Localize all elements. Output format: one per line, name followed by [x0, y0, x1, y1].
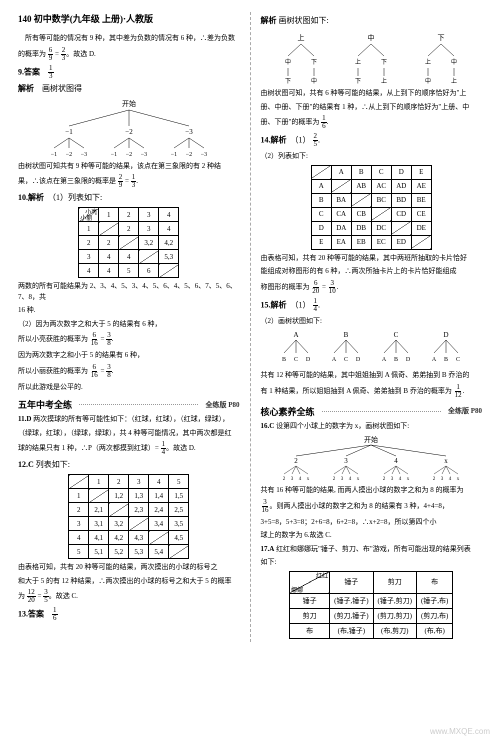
svg-text:中: 中: [425, 77, 431, 85]
q9-answer-label: 9.答案: [18, 67, 40, 76]
q9-parse-label: 解析: [18, 84, 34, 93]
svg-text:开始: 开始: [122, 99, 136, 108]
svg-text:下: 下: [311, 59, 317, 66]
q14-label: 14.解析: [261, 135, 287, 144]
q16-label: 16.C: [261, 422, 275, 430]
svg-text:−1: −1: [171, 152, 177, 158]
svg-text:A: A: [294, 331, 299, 339]
svg-text:B: B: [344, 331, 349, 339]
left-column: 140 初中数学(九年级 上册)·人教版 所有等可能的情况有 9 种，其中差为负…: [18, 12, 240, 642]
svg-text:4: 4: [395, 457, 399, 465]
svg-text:D: D: [306, 357, 311, 363]
parse-label: 解析: [261, 16, 277, 25]
svg-text:上: 上: [451, 77, 457, 85]
section-core: 核心素养全练全练版 P80: [261, 405, 483, 418]
svg-text:−2: −2: [66, 152, 72, 158]
svg-text:中: 中: [285, 58, 291, 66]
svg-text:下: 下: [381, 59, 387, 66]
svg-text:D: D: [356, 357, 361, 363]
right-column: 解析 画树状图如下: 上中下 中下 上下 上中 下中 下上 中上 由树状图可知，…: [261, 12, 483, 642]
p1a: 所有等可能的情况有 9 种，其中差为负数的情况有 6 种，∴差为负数: [25, 34, 235, 42]
svg-text:−1: −1: [65, 128, 73, 136]
svg-text:−2: −2: [186, 152, 192, 158]
svg-text:C: C: [294, 357, 298, 363]
table-q12: 12345 11,21,31,41,5 22,12,32,42,5 33,13,…: [68, 474, 189, 559]
svg-text:3: 3: [291, 477, 294, 482]
svg-text:下: 下: [355, 78, 361, 85]
svg-text:−2: −2: [125, 128, 133, 136]
svg-text:x: x: [457, 477, 460, 482]
column-divider: [250, 12, 251, 642]
svg-text:C: C: [394, 331, 399, 339]
svg-text:上: 上: [425, 58, 431, 66]
svg-text:−1: −1: [51, 152, 57, 158]
svg-text:中: 中: [368, 33, 375, 42]
svg-text:中: 中: [311, 77, 317, 85]
svg-text:4: 4: [449, 477, 452, 482]
frac-1-3: 13: [48, 65, 54, 80]
section-5year: 五年中考全练全练版 P80: [18, 398, 240, 411]
svg-text:C: C: [344, 357, 348, 363]
svg-text:−3: −3: [201, 152, 207, 158]
svg-text:x: x: [445, 457, 449, 465]
svg-text:3: 3: [345, 457, 349, 465]
svg-text:A: A: [432, 357, 437, 363]
svg-text:中: 中: [451, 58, 457, 66]
svg-text:3: 3: [391, 477, 394, 482]
q12-label: 12.C: [18, 460, 34, 469]
svg-text:2: 2: [383, 477, 386, 482]
svg-text:−3: −3: [81, 152, 87, 158]
svg-text:−1: −1: [111, 152, 117, 158]
svg-text:−3: −3: [141, 152, 147, 158]
svg-text:上: 上: [355, 58, 361, 66]
svg-text:−2: −2: [126, 152, 132, 158]
svg-text:D: D: [406, 357, 411, 363]
svg-text:C: C: [456, 357, 460, 363]
table-q14: ABCDE AABACADAE BBABCBDBE CCACBCDCE DDAD…: [311, 165, 432, 250]
svg-text:D: D: [444, 331, 449, 339]
svg-text:4: 4: [349, 477, 352, 482]
svg-text:x: x: [407, 477, 410, 482]
svg-text:2: 2: [295, 457, 299, 465]
frac-6-9: 69: [48, 47, 54, 62]
svg-text:开始: 开始: [364, 435, 378, 444]
svg-text:下: 下: [438, 34, 445, 42]
table-q10: 小亮小丽1234 1234 223,24,2 3445,3 4456: [78, 207, 179, 278]
tree-q16: 开始 234x 234x 234x 234x 234x: [266, 434, 476, 482]
page-header: 140 初中数学(九年级 上册)·人教版: [18, 12, 240, 25]
q10-label: 10.解析: [18, 193, 44, 202]
svg-text:2: 2: [433, 477, 436, 482]
svg-text:3: 3: [341, 477, 344, 482]
svg-text:B: B: [394, 357, 398, 363]
svg-text:2: 2: [333, 477, 336, 482]
svg-text:4: 4: [299, 477, 302, 482]
table-q17: 红红娜娜锤子剪刀布 锤子(锤子,锤子)(锤子,剪刀)(锤子,布) 剪刀(剪刀,锤…: [289, 571, 453, 639]
svg-text:B: B: [444, 357, 448, 363]
svg-text:x: x: [357, 477, 360, 482]
svg-text:3: 3: [441, 477, 444, 482]
svg-text:B: B: [282, 357, 286, 363]
frac-2-9: 29: [118, 174, 124, 189]
q13-answer-label: 13.答案: [18, 609, 44, 618]
svg-text:A: A: [382, 357, 387, 363]
svg-text:上: 上: [298, 33, 305, 42]
svg-text:4: 4: [399, 477, 402, 482]
p1b: 的概率为: [18, 50, 46, 58]
frac-1-6: 16: [52, 607, 58, 622]
svg-text:A: A: [332, 357, 337, 363]
svg-text:下: 下: [285, 78, 291, 85]
watermark: www.MXQE.com: [430, 727, 490, 736]
svg-text:−3: −3: [185, 128, 193, 136]
svg-text:x: x: [307, 477, 310, 482]
svg-text:2: 2: [283, 477, 286, 482]
tree-q9: 开始 −1 −2 −3 −1 −2 −3 −1 −2 −3 −1 −2 −3: [39, 98, 219, 158]
q11-label: 11.D: [18, 415, 31, 423]
svg-text:上: 上: [381, 77, 387, 85]
q15-label: 15.解析: [261, 300, 287, 309]
tree-q13: 上中下 中下 上下 上中 下中 下上 中上: [266, 30, 476, 85]
tree-q15: A B C D B C D A C D A B D A B C: [266, 329, 476, 367]
q17-label: 17.A: [261, 545, 275, 553]
